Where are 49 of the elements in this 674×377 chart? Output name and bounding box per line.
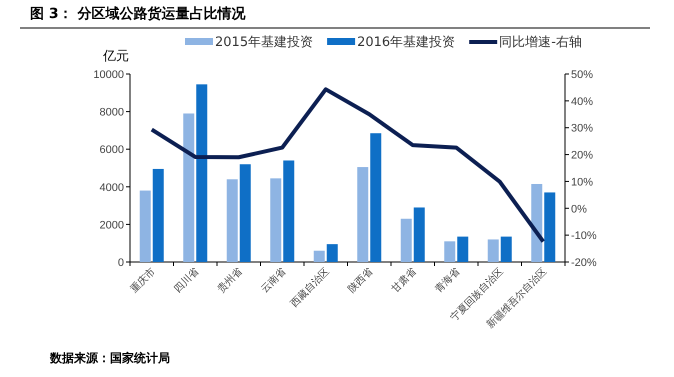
y-tick-label: 0 <box>118 257 124 269</box>
bar <box>457 236 468 262</box>
y-tick-label: 8000 <box>100 106 124 119</box>
y-tick-label: 2000 <box>100 219 124 232</box>
y2-tick-label: 0% <box>571 203 588 216</box>
bar <box>414 207 425 262</box>
y2-tick-label: -20% <box>571 257 597 269</box>
bar <box>240 164 251 262</box>
chart-title: 图 3： 分区域公路货运量占比情况 <box>30 6 246 22</box>
bar <box>283 160 294 262</box>
y-tick-label: 10000 <box>93 69 124 81</box>
bar <box>183 113 194 262</box>
bar <box>357 167 368 262</box>
x-tick-label: 四川省 <box>172 266 202 296</box>
y2-tick-label: 10% <box>571 176 594 188</box>
y-tick-label: 4000 <box>100 182 124 194</box>
bar <box>140 190 151 262</box>
x-tick-label: 甘肃省 <box>389 266 419 296</box>
bar <box>314 250 325 262</box>
bar <box>500 236 512 262</box>
x-tick-label: 西藏自治区 <box>288 266 332 310</box>
bar <box>370 133 382 262</box>
x-tick-label: 青海省 <box>432 266 462 296</box>
y2-tick-label: 20% <box>571 150 594 162</box>
y2-tick-label: 30% <box>571 122 594 135</box>
x-tick-label: 贵州省 <box>215 266 245 296</box>
legend-label: 2016年基建投资 <box>357 35 456 50</box>
bar <box>226 179 238 262</box>
bar <box>488 239 499 262</box>
line-series <box>150 87 546 244</box>
y-axis-title: 亿元 <box>102 48 129 63</box>
bar <box>544 192 556 262</box>
bar <box>400 218 412 262</box>
y2-tick-label: 40% <box>571 96 594 108</box>
bar <box>196 84 208 262</box>
x-tick-label: 重庆市 <box>128 266 158 296</box>
bar <box>270 178 282 262</box>
source-note: 数据来源：国家统计局 <box>49 351 170 365</box>
bar <box>152 168 164 262</box>
legend-label: 同比增速-右轴 <box>499 35 582 50</box>
y-tick-label: 6000 <box>100 144 124 156</box>
y2-tick-label: 50% <box>571 69 594 81</box>
bar <box>444 241 456 262</box>
bar <box>326 244 338 262</box>
x-tick-label: 云南省 <box>258 266 288 296</box>
bar <box>531 184 542 262</box>
legend-label: 2015年基建投资 <box>215 35 314 50</box>
y2-tick-label: -10% <box>571 230 597 242</box>
x-tick-label: 陕西省 <box>346 266 376 296</box>
